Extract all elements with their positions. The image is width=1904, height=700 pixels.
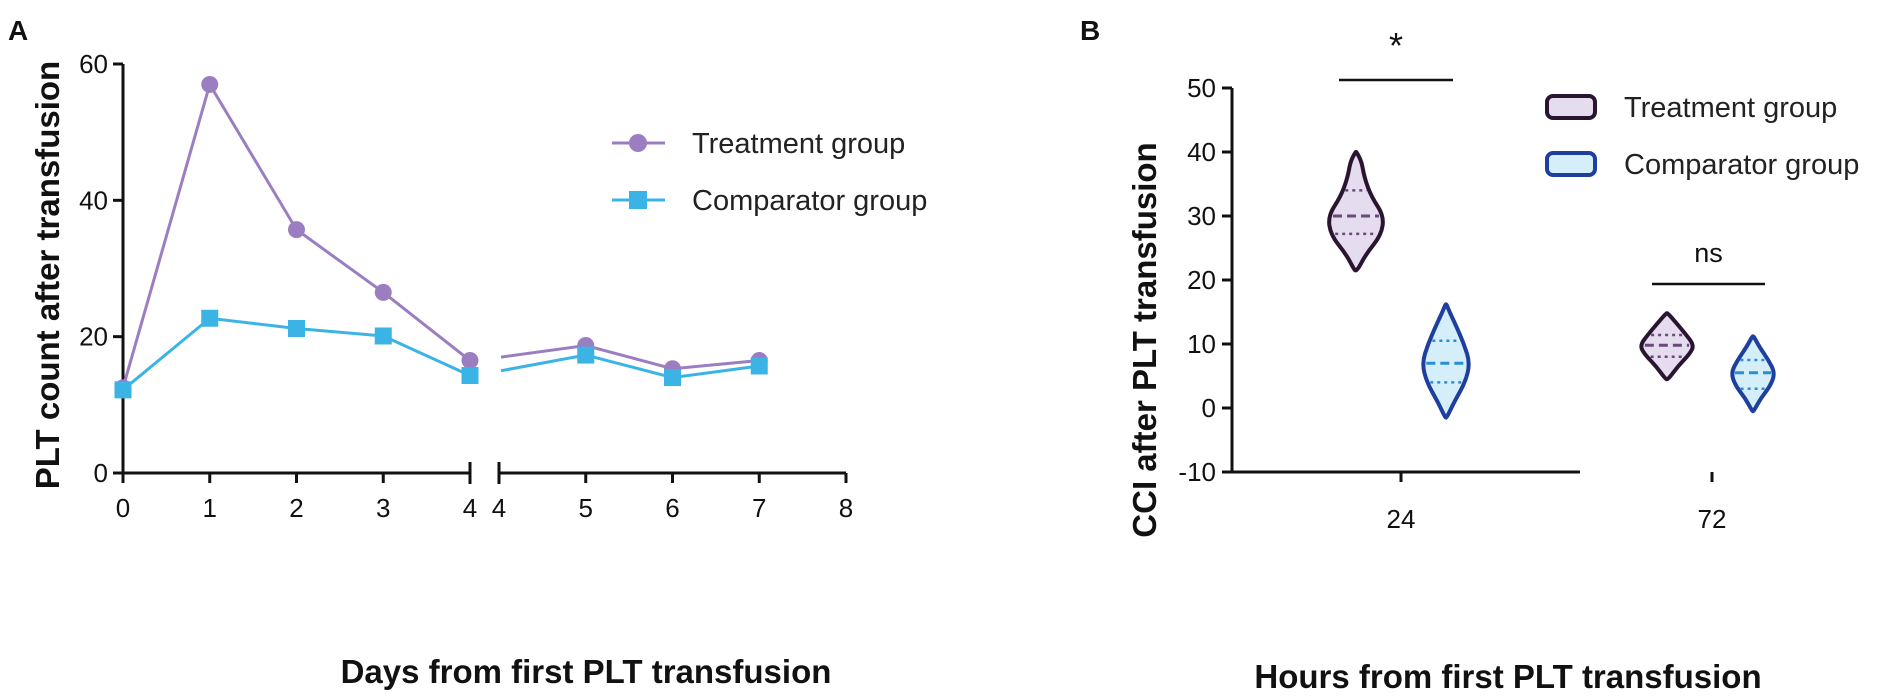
violin-comparator-24 (1421, 302, 1471, 420)
panel-a-x-tick-label: 6 (665, 493, 679, 523)
significance-label-24: * (1389, 25, 1403, 66)
panel-a-axes (121, 64, 846, 484)
panel-b-letter: B (1080, 15, 1100, 46)
data-point-comparator (114, 381, 132, 399)
panel-b: B -10 0 10 20 30 40 50 24 72 * ns CCI after PLT … (1080, 15, 1859, 695)
data-point-comparator (374, 327, 392, 345)
panel-b-y-tick-label: -10 (1178, 457, 1216, 487)
panel-b-y-tick-label: 30 (1187, 201, 1216, 231)
panel-a-x-tick-label: 0 (116, 493, 130, 523)
panel-a-legend: Treatment group Comparator group (612, 128, 927, 217)
panel-b-x-ticks: 24 72 (1387, 472, 1727, 534)
panel-b-y-tick-label: 10 (1187, 329, 1216, 359)
data-point-comparator (288, 319, 305, 337)
legend-comparator-label-b: Comparator group (1624, 149, 1859, 181)
data-point-comparator (577, 346, 595, 364)
panel-a-x-tick-label: 3 (376, 493, 390, 523)
series-line-treatment (500, 344, 760, 371)
panel-b-violins (1327, 150, 1776, 420)
data-point-treatment (201, 75, 219, 93)
panel-a-series (114, 75, 768, 399)
panel-a-x-axis-label: Days from first PLT transfusion (341, 653, 832, 690)
panel-b-y-tick-label: 20 (1187, 265, 1216, 295)
panel-a-x-tick-label: 1 (203, 493, 217, 523)
panel-a-y-tick-label: 0 (94, 458, 108, 488)
data-point-comparator (750, 357, 768, 375)
panel-b-legend: Treatment group Comparator group (1545, 92, 1859, 181)
panel-b-y-axis-label: CCI after PLT transfusion (1126, 142, 1163, 537)
data-point-treatment (374, 283, 392, 301)
panel-b-x-tick-label: 24 (1387, 504, 1416, 534)
data-point-treatment (288, 221, 305, 239)
series-line-comparator (500, 353, 760, 380)
panel-a-y-axis-label: PLT count after transfusion (29, 61, 66, 489)
legend-treatment-label-b: Treatment group (1624, 92, 1837, 124)
panel-b-y-tick-label: 40 (1187, 137, 1216, 167)
violin-treatment-24 (1327, 150, 1385, 273)
panel-a-x-tick-label: 5 (579, 493, 593, 523)
panel-b-y-ticks: -10 0 10 20 30 40 50 (1178, 73, 1232, 487)
legend-comparator-marker (629, 191, 647, 209)
panel-a-x-tick-label: 4 (492, 493, 506, 523)
panel-b-y-tick-label: 50 (1187, 73, 1216, 103)
panel-a-x-tick-label: 4 (463, 493, 477, 523)
panel-b-axes (1230, 88, 1580, 474)
panel-a-y-tick-label: 20 (79, 322, 108, 352)
data-point-comparator (201, 309, 219, 327)
data-point-treatment (461, 352, 479, 370)
legend-treatment-marker (629, 134, 647, 152)
data-point-comparator (664, 369, 681, 387)
panel-a-y-tick-label: 60 (79, 49, 108, 79)
significance-label-72: ns (1694, 238, 1723, 268)
panel-b-annotations: * ns (1339, 25, 1765, 286)
panel-a-x-tick-label: 2 (289, 493, 303, 523)
legend-comparator-swatch (1545, 151, 1597, 177)
legend-comparator-label: Comparator group (692, 185, 927, 217)
data-point-comparator (461, 367, 479, 385)
panel-a-y-ticks: 0 20 40 60 (79, 49, 123, 488)
legend-treatment-swatch (1545, 94, 1597, 120)
panel-a-letter: A (8, 15, 28, 46)
legend-treatment-label: Treatment group (692, 128, 905, 160)
panel-b-x-tick-label: 72 (1698, 504, 1727, 534)
panel-a-x-tick-label: 8 (839, 493, 853, 523)
panel-a-y-tick-label: 40 (79, 185, 108, 215)
panel-a-x-tick-label: 7 (752, 493, 766, 523)
panel-b-y-tick-label: 0 (1202, 393, 1216, 423)
panel-b-x-axis-label: Hours from first PLT transfusion (1254, 658, 1761, 695)
